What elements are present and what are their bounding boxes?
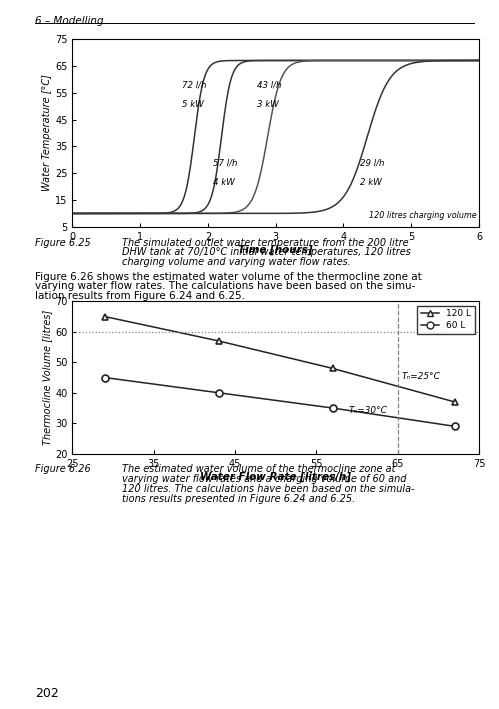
Text: 2 kW: 2 kW — [360, 178, 382, 186]
Text: DHW tank at 70/10°C initial water temperatures, 120 litres: DHW tank at 70/10°C initial water temper… — [122, 247, 411, 257]
Text: Tₙ=25°C: Tₙ=25°C — [402, 372, 441, 381]
Text: 120 litres charging volume: 120 litres charging volume — [369, 211, 477, 220]
Text: 6 – Modelling: 6 – Modelling — [35, 16, 104, 26]
Text: 5 kW: 5 kW — [182, 100, 204, 108]
Y-axis label: Water Temperature [°C]: Water Temperature [°C] — [42, 74, 52, 191]
Text: 72 l/h: 72 l/h — [182, 81, 207, 90]
Text: Figure 6.25: Figure 6.25 — [35, 238, 91, 247]
Text: The estimated water volume of the thermocline zone at: The estimated water volume of the thermo… — [122, 464, 396, 474]
Legend: 120 L, 60 L: 120 L, 60 L — [417, 306, 475, 334]
Text: 202: 202 — [35, 688, 59, 700]
Text: The simulated outlet water temperature from the 200 litre: The simulated outlet water temperature f… — [122, 238, 409, 247]
Text: varying water flow rates. The calculations have been based on the simu-: varying water flow rates. The calculatio… — [35, 281, 415, 291]
Text: 43 l/h: 43 l/h — [256, 81, 281, 90]
Text: Figure 6.26 shows the estimated water volume of the thermocline zone at: Figure 6.26 shows the estimated water vo… — [35, 272, 422, 281]
Text: 3 kW: 3 kW — [256, 100, 278, 108]
Text: 57 l/h: 57 l/h — [214, 159, 238, 168]
Y-axis label: Thermocline Volume [litres]: Thermocline Volume [litres] — [42, 310, 52, 445]
Text: charging volume and varying water flow rates.: charging volume and varying water flow r… — [122, 257, 351, 267]
Text: varying water flow rates and a charging volume of 60 and: varying water flow rates and a charging … — [122, 474, 407, 484]
Text: Figure 6.26: Figure 6.26 — [35, 464, 91, 474]
Text: lation results from Figure 6.24 and 6.25.: lation results from Figure 6.24 and 6.25… — [35, 291, 245, 301]
Text: 4 kW: 4 kW — [214, 178, 235, 186]
Text: tions results presented in Figure 6.24 and 6.25.: tions results presented in Figure 6.24 a… — [122, 494, 355, 504]
X-axis label: Time [hours]: Time [hours] — [239, 245, 313, 255]
Text: 29 l/h: 29 l/h — [360, 159, 385, 168]
Text: 120 litres. The calculations have been based on the simula-: 120 litres. The calculations have been b… — [122, 484, 415, 494]
X-axis label: Water Flow Rate [litres/h]: Water Flow Rate [litres/h] — [200, 471, 351, 481]
Text: Tₙ=30°C: Tₙ=30°C — [349, 406, 388, 415]
